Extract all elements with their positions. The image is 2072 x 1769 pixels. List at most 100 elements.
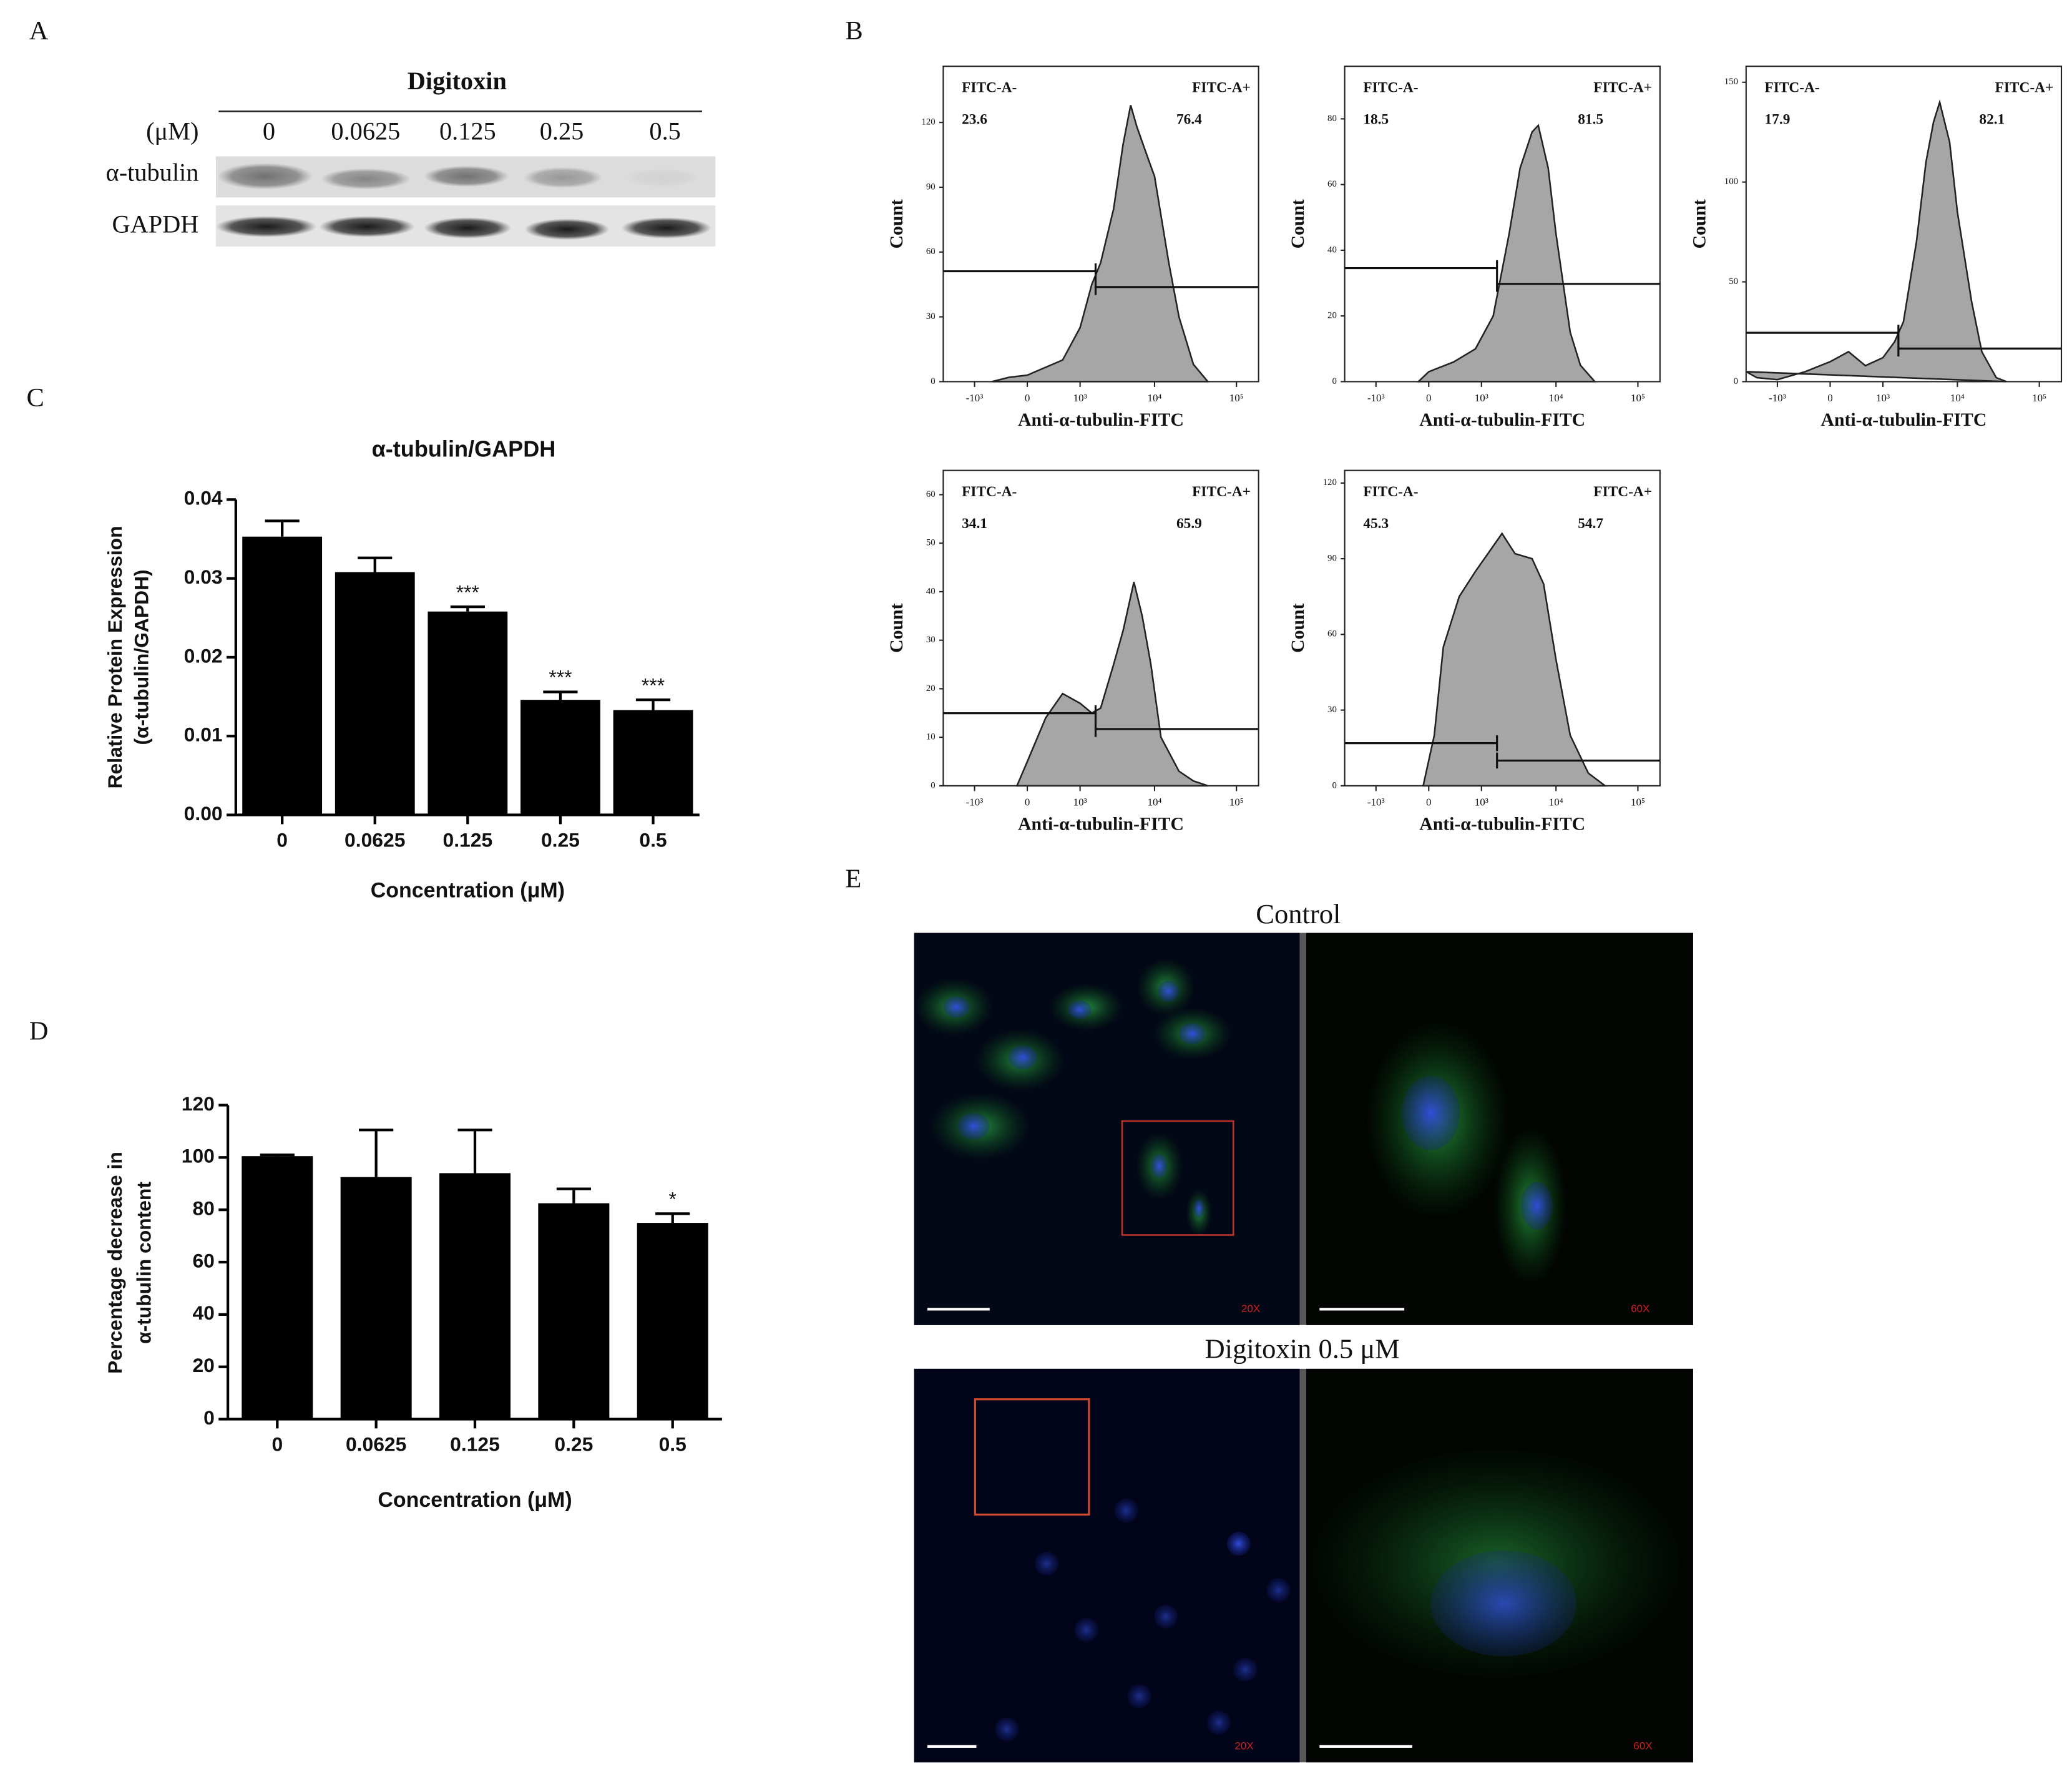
bar — [613, 710, 693, 815]
y-tick-label: 0 — [1332, 780, 1336, 790]
lane-label: 0 — [263, 117, 275, 145]
flow-histogram: 0 20 40 60 80 -10³ 0 10³ 10⁴ 10⁵ Anti-α-tubulin-FI… — [1288, 66, 1661, 430]
bar-chart: α-tubulin/GAPDH 0.00 0.01 0.02 0.03 0.04 0 0.06… — [104, 436, 700, 903]
blot-band — [621, 217, 711, 239]
x-tick-label: 10³ — [1876, 392, 1890, 404]
panel-label: D — [29, 1017, 49, 1046]
gate-percent: 17.9 — [1765, 112, 1791, 128]
y-tick-label: 0 — [1734, 376, 1738, 386]
x-tick-label: -10³ — [1367, 796, 1385, 808]
magnification: 20X — [1241, 1303, 1260, 1315]
y-tick-label: 120 — [921, 117, 935, 127]
flow-histogram: 0 10 20 30 40 50 60 -10³ 0 10³ 10⁴ 10⁵ Anti-α-tubuli… — [887, 469, 1259, 834]
blot-band — [625, 168, 700, 187]
y-axis-label: Count — [887, 199, 907, 248]
x-tick-label: 0 — [271, 1433, 283, 1455]
bar — [242, 1156, 313, 1419]
y-tick-label: 0.03 — [184, 566, 223, 588]
y-tick-label: 0 — [931, 376, 935, 386]
condition-label: Digitoxin 0.5 μM — [1205, 1333, 1400, 1365]
gate-name: FITC-A- — [1765, 80, 1820, 96]
gate-percent: 54.7 — [1578, 516, 1603, 532]
bar — [428, 611, 508, 815]
x-tick-label: 0 — [1025, 392, 1030, 404]
blot-band — [424, 217, 512, 239]
magnification: 20X — [1234, 1740, 1253, 1752]
micrograph — [914, 1368, 1300, 1763]
gate-name: FITC-A- — [1363, 80, 1418, 96]
y-tick-label: 50 — [926, 538, 936, 548]
y-tick-label: 100 — [1724, 177, 1738, 187]
y-tick-label: 60 — [1327, 179, 1337, 189]
panel-label: B — [845, 16, 863, 46]
y-tick-label: 50 — [1729, 277, 1738, 287]
y-tick-label: 60 — [926, 489, 936, 499]
y-axis-label-line: (α-tubulin/GAPDH) — [130, 569, 153, 745]
blot-band — [524, 218, 610, 240]
histogram-curve — [1015, 582, 1208, 787]
histogram-curve — [1416, 124, 1597, 383]
gate-name: FITC-A+ — [1593, 80, 1652, 96]
blot-band — [319, 216, 415, 238]
y-tick-label: 90 — [1327, 554, 1337, 564]
x-axis-label: Anti-α-tubulin-FITC — [1018, 814, 1184, 834]
flow-histogram: 0 30 60 90 120 -10³ 0 10³ 10⁴ 10⁵ Anti-α-tubulin-F… — [1288, 469, 1661, 834]
gate-name: FITC-A- — [962, 80, 1017, 96]
y-tick-label: 120 — [182, 1092, 215, 1115]
x-tick-label: 0.5 — [639, 828, 667, 851]
y-tick-label: 40 — [1327, 245, 1337, 255]
gate-percent: 23.6 — [962, 112, 987, 128]
x-tick-label: 0.125 — [450, 1433, 500, 1455]
x-tick-label: -10³ — [966, 392, 984, 404]
plot-frame — [1745, 66, 2063, 383]
blot-unit: (μM) — [146, 117, 198, 145]
blot-band — [523, 167, 603, 189]
panel-label: A — [29, 16, 49, 46]
x-tick-label: 10⁵ — [1229, 392, 1244, 404]
blot-band — [320, 168, 411, 190]
gate-percent: 45.3 — [1363, 516, 1389, 532]
y-tick-label: 0.04 — [184, 487, 223, 509]
gate-percent: 76.4 — [1176, 112, 1202, 128]
significance: *** — [642, 674, 665, 696]
x-tick-label: 0.125 — [443, 828, 493, 851]
x-tick-label: 10⁵ — [1631, 796, 1645, 808]
y-tick-label: 20 — [1327, 311, 1337, 321]
x-tick-label: 10³ — [1475, 392, 1488, 404]
gate-name: FITC-A- — [1363, 484, 1418, 500]
blot-row-label: GAPDH — [112, 210, 198, 238]
y-tick-label: 0 — [1332, 376, 1336, 386]
bar — [439, 1173, 511, 1419]
y-axis-label-line: α-tubulin content — [133, 1182, 155, 1344]
y-tick-label: 40 — [192, 1301, 214, 1324]
x-tick-label: 10³ — [1073, 796, 1087, 808]
y-axis-label-line: Relative Protein Expression — [104, 526, 126, 788]
plot-frame — [942, 469, 1259, 786]
x-tick-label: 10⁴ — [1549, 796, 1563, 808]
y-tick-label: 0 — [203, 1406, 215, 1429]
y-axis-label: Relative Protein Expression (α-tubulin/GA… — [104, 526, 152, 788]
y-tick-label: 60 — [192, 1249, 214, 1272]
y-tick-label: 80 — [192, 1197, 214, 1220]
x-tick-label: 0.0625 — [345, 828, 405, 851]
blot-row-label: α-tubulin — [106, 159, 199, 187]
blot-band — [424, 165, 509, 187]
blot-title: Digitoxin — [408, 67, 507, 95]
bar — [538, 1203, 610, 1419]
y-tick-label: 30 — [926, 635, 936, 645]
gate-name: FITC-A+ — [1192, 80, 1251, 96]
x-axis-label: Anti-α-tubulin-FITC — [1419, 410, 1585, 430]
y-axis-label: Count — [1288, 604, 1308, 653]
y-tick-label: 0 — [931, 780, 935, 790]
x-axis-label: Anti-α-tubulin-FITC — [1821, 410, 1987, 430]
lane-label: 0.5 — [649, 117, 680, 145]
gate-percent: 81.5 — [1578, 112, 1603, 128]
condition-label: Control — [1256, 898, 1341, 929]
x-tick-label: 10³ — [1475, 796, 1488, 808]
cells — [914, 958, 1689, 1742]
significance: *** — [549, 666, 572, 688]
lane-label: 0.0625 — [331, 117, 400, 145]
x-tick-label: 10⁵ — [1631, 392, 1645, 404]
